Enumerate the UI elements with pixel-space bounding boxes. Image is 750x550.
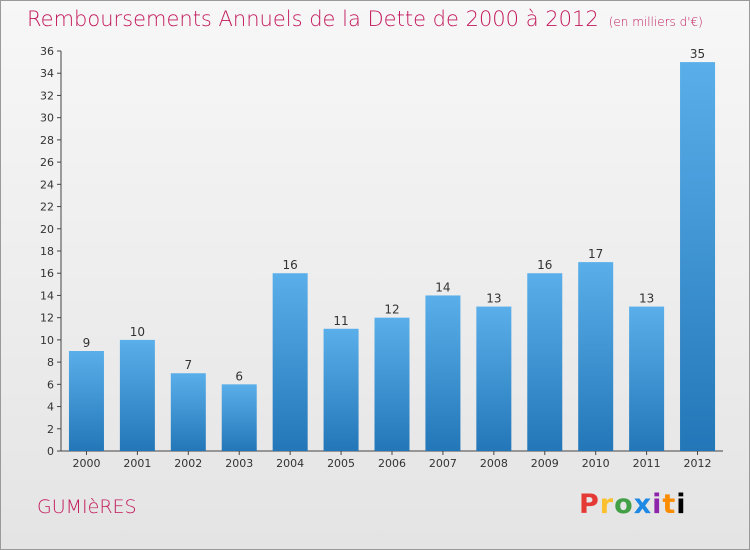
chart-unit: (en milliers d'€): [608, 15, 703, 29]
bar-value-label: 13: [486, 292, 501, 306]
logo-letter: i: [652, 489, 663, 520]
bar: [629, 306, 665, 451]
x-tick-label: 2011: [633, 457, 661, 470]
y-tick-label: 28: [40, 134, 54, 147]
logo-letter: o: [614, 489, 634, 520]
bar: [119, 339, 155, 451]
x-tick-label: 2005: [327, 457, 355, 470]
y-tick-label: 10: [40, 334, 54, 347]
bar: [476, 306, 512, 451]
x-tick-label: 2000: [72, 457, 100, 470]
bar: [578, 262, 614, 451]
bar: [425, 295, 461, 451]
bar-value-label: 11: [333, 314, 348, 328]
y-tick-label: 4: [47, 401, 54, 414]
bar: [374, 317, 410, 451]
x-tick-label: 2007: [429, 457, 457, 470]
bar: [323, 328, 359, 451]
proxiti-logo: Proxiti: [579, 489, 687, 520]
bar: [68, 351, 104, 451]
y-tick-label: 8: [47, 356, 54, 369]
bar-value-label: 7: [184, 358, 192, 372]
x-tick-label: 2008: [480, 457, 508, 470]
x-tick-label: 2012: [684, 457, 712, 470]
logo-letter: x: [633, 489, 653, 520]
bar-value-label: 16: [537, 258, 552, 272]
bar: [527, 273, 563, 451]
y-tick-label: 24: [40, 178, 54, 191]
logo-letter: r: [599, 489, 615, 520]
y-tick-label: 14: [40, 289, 54, 302]
chart-bars: [68, 62, 716, 451]
bar-value-label: 10: [130, 325, 145, 339]
y-tick-label: 36: [40, 45, 54, 58]
bar-value-label: 12: [384, 303, 399, 317]
x-tick-label: 2009: [531, 457, 559, 470]
y-tick-label: 32: [40, 89, 54, 102]
y-tick-label: 26: [40, 156, 54, 169]
x-tick-label: 2001: [123, 457, 151, 470]
y-tick-label: 16: [40, 267, 54, 280]
bar: [680, 62, 716, 451]
y-tick-label: 2: [47, 423, 54, 436]
logo-letter: i: [676, 489, 687, 520]
y-tick-label: 6: [47, 378, 54, 391]
y-tick-label: 20: [40, 223, 54, 236]
chart-title-text: Remboursements Annuels de la Dette de 20…: [27, 7, 599, 31]
y-tick-label: 22: [40, 201, 54, 214]
bar-value-label: 14: [435, 280, 450, 294]
x-tick-label: 2006: [378, 457, 406, 470]
commune-name: GUMIèRES: [37, 496, 137, 518]
bar: [221, 384, 257, 451]
logo-letter: P: [579, 489, 600, 520]
x-tick-label: 2010: [582, 457, 610, 470]
bar: [272, 273, 308, 451]
bar-value-label: 35: [690, 47, 705, 61]
bar-value-label: 13: [639, 292, 654, 306]
chart-title: Remboursements Annuels de la Dette de 20…: [27, 7, 703, 31]
x-tick-label: 2002: [174, 457, 202, 470]
y-tick-label: 34: [40, 67, 54, 80]
y-tick-label: 18: [40, 245, 54, 258]
y-tick-label: 12: [40, 312, 54, 325]
chart-labels: 2000 9 2001 10 2002 7 2003 6 2004 16 2005 11 2006 12 2…: [72, 47, 711, 470]
x-tick-label: 2004: [276, 457, 304, 470]
bar-value-label: 6: [235, 369, 243, 383]
x-tick-label: 2003: [225, 457, 253, 470]
bar-value-label: 16: [283, 258, 298, 272]
y-tick-label: 0: [47, 445, 54, 458]
logo-letter: t: [662, 489, 677, 520]
y-tick-label: 30: [40, 112, 54, 125]
bar-value-label: 9: [83, 336, 91, 350]
bar: [170, 373, 206, 451]
bar-value-label: 17: [588, 247, 603, 261]
